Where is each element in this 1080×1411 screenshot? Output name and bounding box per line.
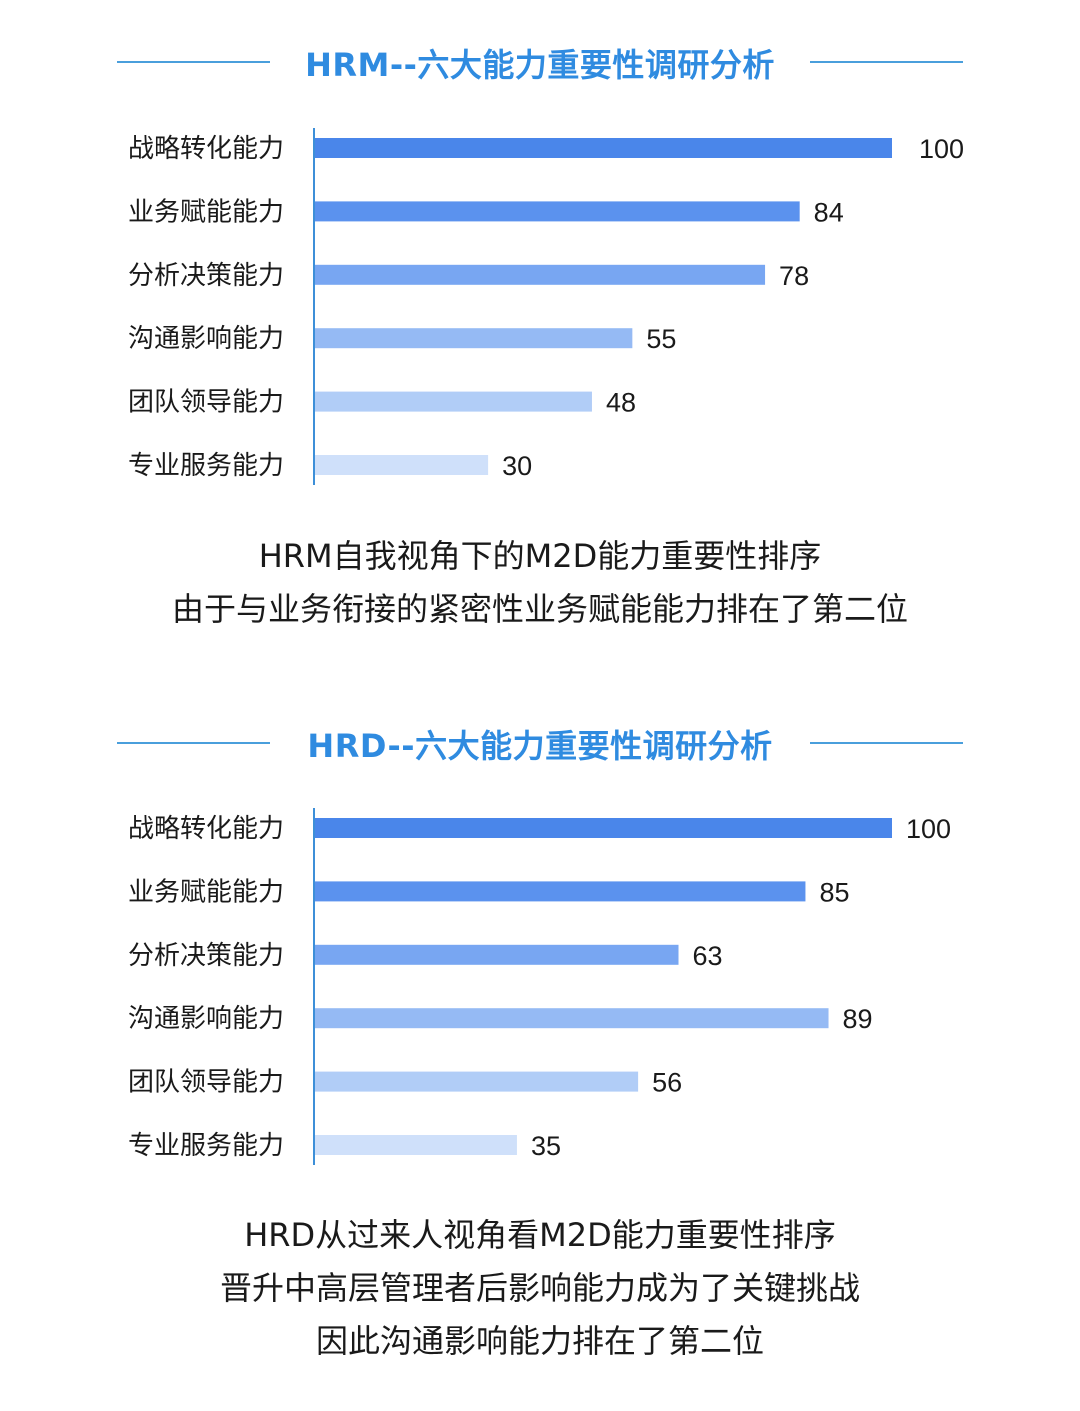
chart-1-bar xyxy=(315,264,766,285)
chart-2-value-label: 56 xyxy=(652,1068,682,1098)
chart-1-bar xyxy=(315,201,800,222)
chart-1-category-label: 业务赋能能力 xyxy=(128,197,284,227)
chart-1-value-label: 100 xyxy=(919,134,964,164)
chart-1-bar xyxy=(315,138,892,158)
chart-2-category-label: 专业服务能力 xyxy=(128,1131,284,1161)
chart-2-caption: HRD从过来人视角看M2D能力重要性排序 晋升中高层管理者后影响能力成为了关键挑… xyxy=(0,1209,1080,1368)
chart-1-value-label: 55 xyxy=(646,324,676,354)
chart-1-bar-chart: 战略转化能力 100 业务赋能能力 84 分析决策能力 78 沟通影响能力 55 团队领导能力 4… xyxy=(128,128,964,485)
chart-2-category-label: 沟通影响能力 xyxy=(128,1004,284,1034)
chart-1-caption-line-1: HRM自我视角下的M2D能力重要性排序 xyxy=(258,537,822,575)
chart-2-title-line-left xyxy=(117,742,270,744)
chart-1-title-line-right xyxy=(810,61,963,63)
chart-2-value-label: 63 xyxy=(693,941,723,971)
chart-2-caption-line-2: 晋升中高层管理者后影响能力成为了关键挑战 xyxy=(219,1269,860,1307)
chart-2-bar-chart: 战略转化能力 100 业务赋能能力 85 分析决策能力 63 沟通影响能力 89 团队领导能力 5… xyxy=(128,808,951,1165)
chart-2-title-line-right xyxy=(810,742,963,744)
chart-1-caption-line-2: 由于与业务衔接的紧密性业务赋能能力排在了第二位 xyxy=(171,590,908,628)
chart-2-value-label: 100 xyxy=(906,814,951,844)
chart-2-value-label: 35 xyxy=(531,1131,561,1161)
chart-1-category-label: 战略转化能力 xyxy=(128,134,284,164)
chart-1-caption: HRM自我视角下的M2D能力重要性排序 由于与业务衔接的紧密性业务赋能能力排在了… xyxy=(0,530,1080,636)
chart-2-category-label: 战略转化能力 xyxy=(128,814,284,844)
chart-2-bar xyxy=(315,1135,517,1155)
chart-2-category-label: 业务赋能能力 xyxy=(128,877,284,907)
chart-1-title: HRM--六大能力重要性调研分析 xyxy=(305,46,775,84)
chart-2-bar xyxy=(315,1071,639,1092)
chart-2-bar xyxy=(315,944,679,965)
chart-2-bar xyxy=(315,1008,829,1029)
chart-1-value-label: 78 xyxy=(779,261,809,291)
chart-2-title: HRD--六大能力重要性调研分析 xyxy=(307,727,773,765)
chart-1-title-row: HRM--六大能力重要性调研分析 xyxy=(0,32,1080,92)
chart-2-caption-line-1: HRD从过来人视角看M2D能力重要性排序 xyxy=(244,1216,836,1254)
chart-2-title-row: HRD--六大能力重要性调研分析 xyxy=(0,713,1080,773)
chart-1-category-label: 团队领导能力 xyxy=(128,388,284,418)
chart-1-category-label: 分析决策能力 xyxy=(128,261,284,291)
chart-2-value-label: 89 xyxy=(843,1004,873,1034)
chart-1-bar xyxy=(315,455,489,475)
chart-2-caption-line-3: 因此沟通影响能力排在了第二位 xyxy=(315,1322,764,1360)
chart-1-category-label: 沟通影响能力 xyxy=(128,324,284,354)
chart-1-bar xyxy=(315,328,633,349)
chart-1-value-label: 48 xyxy=(606,388,636,418)
chart-1-title-line-left xyxy=(117,61,270,63)
chart-1-value-label: 30 xyxy=(502,451,532,481)
chart-1-value-label: 84 xyxy=(814,197,844,227)
chart-2-bar xyxy=(315,818,892,838)
chart-2-category-label: 分析决策能力 xyxy=(128,941,284,971)
chart-2-bar xyxy=(315,881,806,902)
chart-1-bar xyxy=(315,391,592,412)
chart-2-value-label: 85 xyxy=(819,877,849,907)
chart-1-category-label: 专业服务能力 xyxy=(128,451,284,481)
chart-2-category-label: 团队领导能力 xyxy=(128,1068,284,1098)
